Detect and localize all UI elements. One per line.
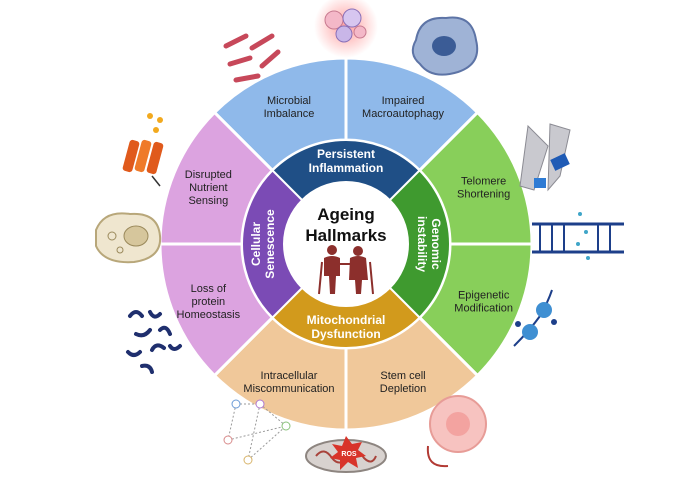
cell-network-icon (223, 399, 291, 465)
inner-label-group-cellular-senescence: Cellular Senescence (249, 209, 277, 279)
inner-label-cellular-senescence-line1: Cellular (249, 222, 263, 266)
elderly-couple-icon (318, 245, 374, 295)
outer-label-impaired-macroautophagy-line1: Impaired (382, 95, 425, 107)
outer-label-disrupted-nutrient-sensing-line1: Disrupted (185, 169, 232, 181)
center-title-line1: Ageing (317, 205, 375, 224)
chromosome-icon (519, 123, 571, 192)
receptor-protein-icon (122, 113, 164, 187)
inner-label-persistent-inflammation-line1: Persistent (317, 147, 375, 161)
inner-label-cellular-senescence-line2: Senescence (263, 209, 277, 279)
immune-cells-icon (314, 0, 378, 58)
outer-label-intracellular-miscommunication-line2: Miscommunication (243, 383, 334, 395)
bacteria-icon (223, 33, 281, 83)
macrophage-cell-icon (411, 16, 479, 76)
center-title-line2: Hallmarks (305, 226, 386, 245)
ros-label: ROS (341, 451, 357, 458)
mitochondrion-icon: ROS (305, 436, 387, 473)
outer-label-telomere-shortening-line2: Shortening (457, 188, 510, 200)
outer-label-telomere-shortening-line1: Telomere (461, 175, 506, 187)
outer-label-microbial-imbalance-line2: Imbalance (264, 108, 315, 120)
outer-label-loss-of-protein-homeostasis-line1: Loss of (191, 283, 227, 295)
outer-label-intracellular-miscommunication-line1: Intracellular (261, 370, 318, 382)
dna-strand-icon (532, 212, 624, 260)
outer-label-stem-cell-depletion-line2: Depletion (380, 383, 426, 395)
outer-label-impaired-macroautophagy-line2: Macroautophagy (362, 108, 444, 120)
inner-label-persistent-inflammation-line2: Inflammation (309, 161, 384, 175)
outer-ring (158, 56, 534, 432)
outer-label-loss-of-protein-homeostasis-line2: protein (192, 296, 226, 308)
outer-label-disrupted-nutrient-sensing-line2: Nutrient (189, 182, 228, 194)
inner-label-genomic-instability-line2: instability (415, 216, 429, 272)
nucleosome-icon (513, 289, 557, 347)
outer-label-epigenetic-modification-line1: Epigenetic (458, 290, 510, 302)
cell-icon (95, 212, 162, 264)
protein-aggregate-icon (126, 310, 182, 374)
outer-label-microbial-imbalance-line1: Microbial (267, 95, 311, 107)
outer-label-epigenetic-modification-line2: Modification (454, 303, 513, 315)
outer-label-disrupted-nutrient-sensing-line3: Sensing (188, 195, 228, 207)
outer-label-loss-of-protein-homeostasis-line3: Homeostasis (177, 309, 241, 321)
inner-ring (241, 139, 451, 349)
stem-cell-icon (426, 395, 487, 468)
inner-label-mitochondrial-dysfunction-line1: Mitochondrial (307, 313, 386, 327)
inner-label-genomic-instability-line1: Genomic (429, 218, 443, 270)
center-disc (284, 182, 408, 306)
outer-label-stem-cell-depletion-line1: Stem cell (380, 370, 425, 382)
inner-label-mitochondrial-dysfunction-line2: Dysfunction (311, 327, 380, 341)
